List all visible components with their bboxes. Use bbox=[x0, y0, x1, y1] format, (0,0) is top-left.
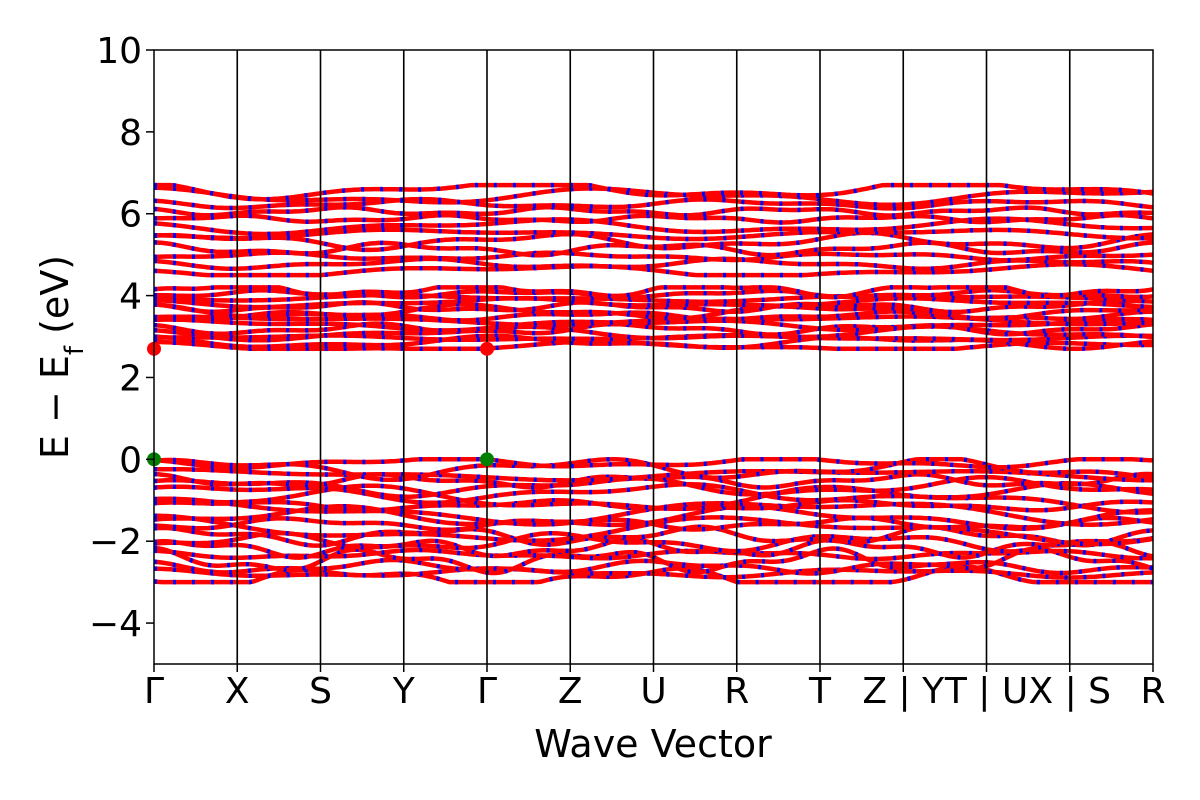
x-tick-label: Γ bbox=[144, 671, 164, 712]
y-axis-label-sub: f bbox=[60, 345, 90, 355]
x-tick-label: S bbox=[309, 671, 332, 712]
y-tick-label: 0 bbox=[119, 440, 142, 481]
x-tick-label: X | S bbox=[1028, 671, 1111, 712]
cbm-marker bbox=[480, 341, 494, 356]
y-tick-label: 10 bbox=[96, 31, 142, 72]
x-tick-label: R bbox=[724, 671, 749, 712]
y-axis-label: E − Ef (eV) bbox=[33, 255, 90, 459]
x-tick-label: Γ bbox=[477, 671, 497, 712]
y-axis-label-unit: (eV) bbox=[33, 255, 77, 346]
x-tick-label: Z bbox=[558, 671, 583, 712]
y-tick-label: 8 bbox=[119, 113, 142, 154]
vbm-marker bbox=[480, 452, 494, 467]
x-tick-label: R bbox=[1140, 671, 1165, 712]
x-axis-label: Wave Vector bbox=[534, 722, 772, 766]
y-tick-label: 4 bbox=[119, 277, 142, 318]
y-tick-label: −4 bbox=[89, 604, 142, 645]
x-tick-label: Z | Y bbox=[862, 671, 945, 712]
x-tick-label: U bbox=[640, 671, 666, 712]
y-axis-ticks: −4 −2 0 2 4 6 8 10 bbox=[89, 31, 154, 645]
y-axis-label-main: E − E bbox=[33, 355, 77, 459]
k-point-lines bbox=[236, 50, 1071, 664]
x-tick-label: T bbox=[808, 671, 832, 712]
x-tick-label: T | U bbox=[944, 671, 1028, 712]
x-tick-label: X bbox=[225, 671, 250, 712]
y-tick-label: 6 bbox=[119, 195, 142, 236]
y-tick-label: −2 bbox=[89, 522, 142, 563]
y-tick-label: 2 bbox=[119, 358, 142, 399]
x-tick-label: Y bbox=[392, 671, 416, 712]
